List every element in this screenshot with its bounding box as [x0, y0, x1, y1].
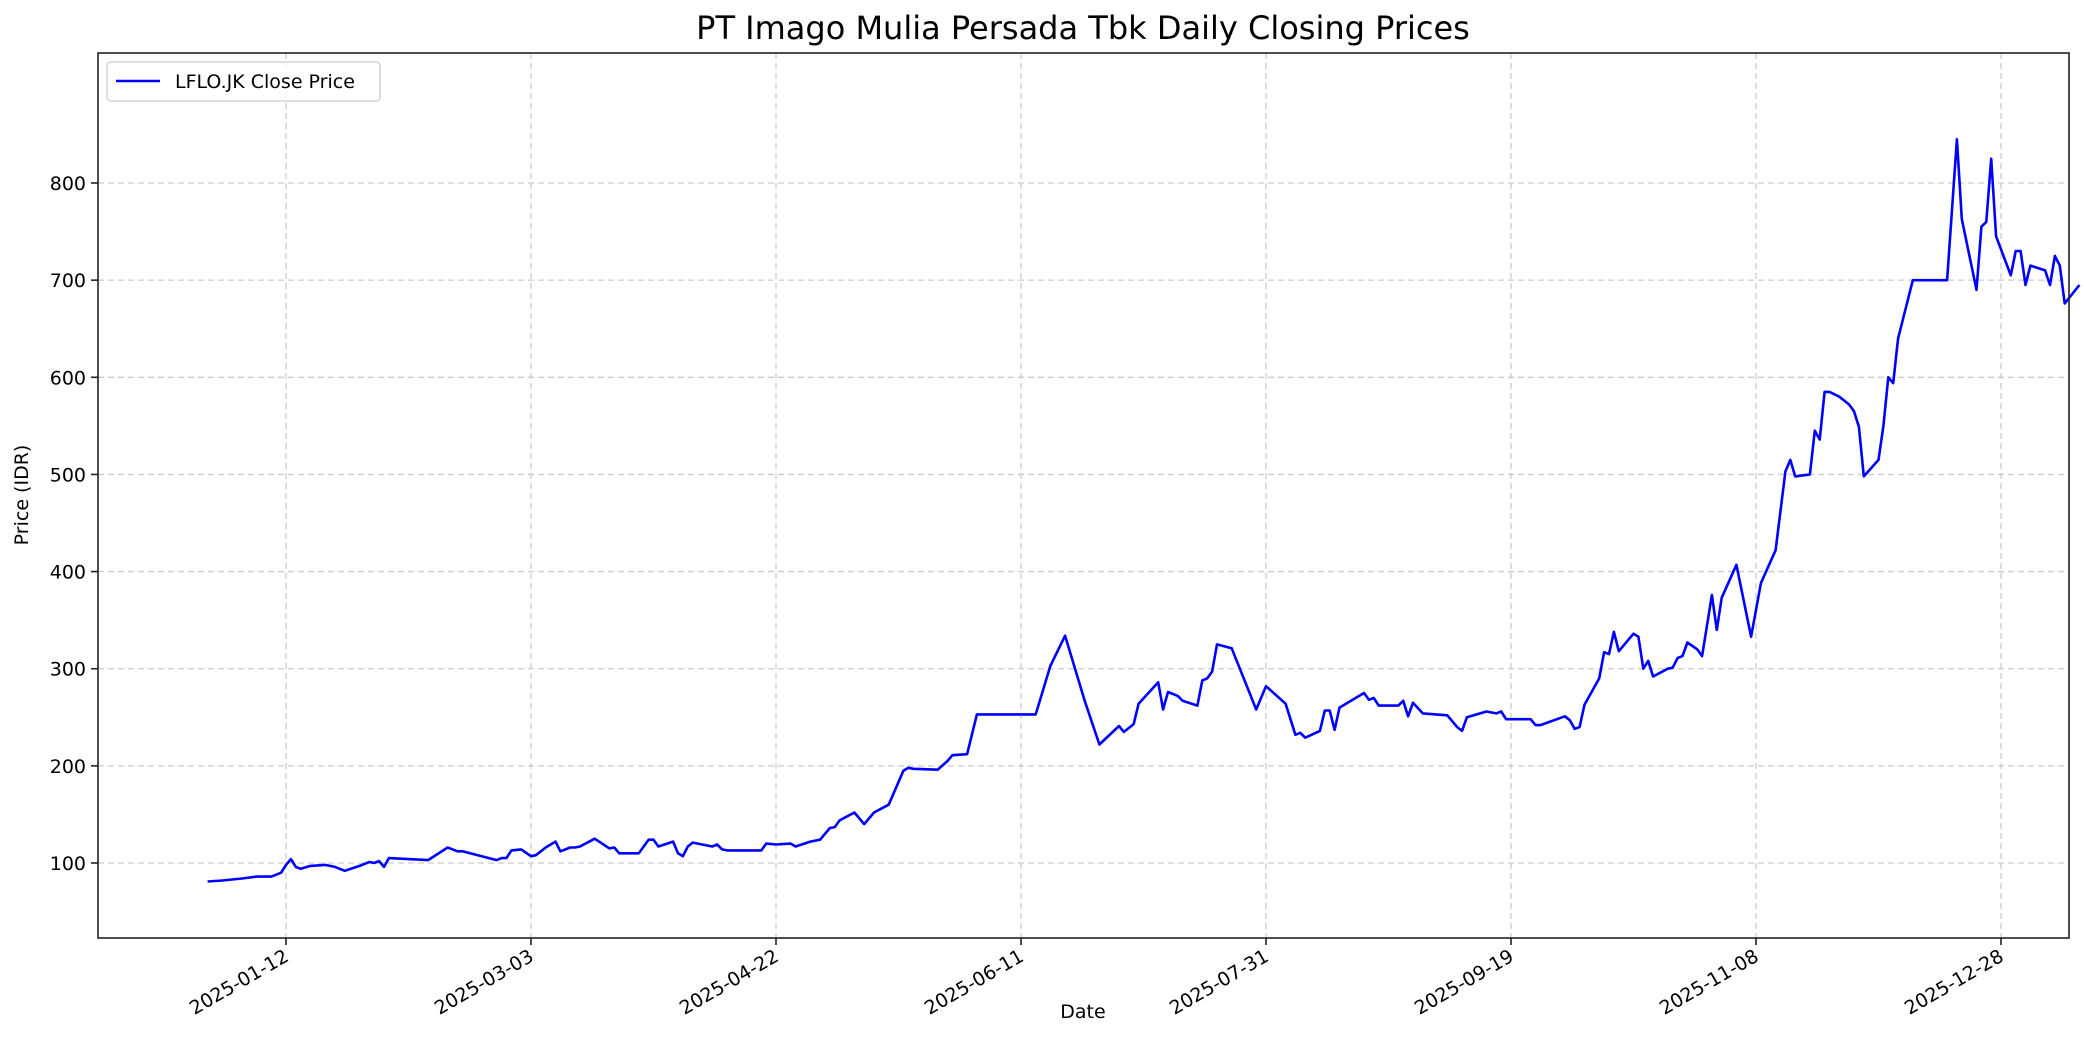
x-tick-label: 2025-09-19: [1411, 945, 1518, 1019]
y-tick-label: 500: [50, 464, 86, 486]
y-tick-label: 800: [50, 173, 86, 195]
y-tick-label: 300: [50, 659, 86, 681]
x-tick-label: 2025-12-28: [1901, 945, 2008, 1019]
legend: LFLO.JK Close Price: [106, 61, 381, 102]
y-tick-label: 600: [50, 367, 86, 389]
plot-frame: [97, 52, 2070, 939]
x-tick-label: 2025-07-31: [1166, 945, 1273, 1019]
y-tick-label: 700: [50, 270, 86, 292]
grid-lines: [98, 53, 2069, 938]
close-price-line: [207, 138, 2081, 883]
y-tick-label: 200: [50, 756, 86, 778]
x-tick-label: 2025-04-22: [676, 945, 783, 1019]
y-tick-label: 100: [50, 853, 86, 875]
x-tick-label: 2025-03-03: [431, 945, 538, 1019]
y-tick-label: 400: [50, 562, 86, 584]
legend-entry-label: LFLO.JK Close Price: [175, 71, 355, 93]
x-axis-label: Date: [1060, 1001, 1105, 1023]
x-tick-label: 2025-06-11: [921, 945, 1028, 1019]
y-axis-ticks: 100 200 300 400 500 600 700 800: [50, 173, 98, 875]
x-tick-label: 2025-01-12: [186, 945, 293, 1019]
y-axis-label: Price (IDR): [11, 445, 33, 546]
legend-box: [106, 61, 381, 102]
chart-title: PT Imago Mulia Persada Tbk Daily Closing…: [696, 9, 1470, 47]
x-tick-label: 2025-11-08: [1656, 945, 1763, 1019]
